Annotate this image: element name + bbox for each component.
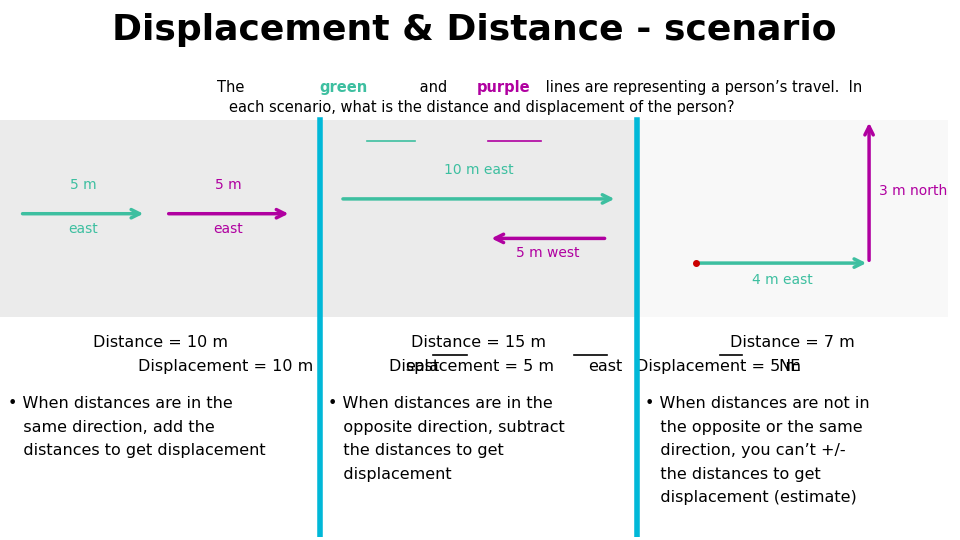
Text: east: east bbox=[405, 359, 440, 374]
Text: 5 m: 5 m bbox=[215, 178, 242, 192]
Text: east: east bbox=[588, 359, 622, 374]
Text: east: east bbox=[214, 221, 244, 235]
Text: purple: purple bbox=[476, 80, 530, 96]
Text: 5 m: 5 m bbox=[70, 178, 96, 192]
Text: Displacement & Distance - scenario: Displacement & Distance - scenario bbox=[111, 14, 836, 48]
Text: The: The bbox=[217, 80, 250, 96]
Text: Distance = 10 m: Distance = 10 m bbox=[93, 335, 228, 350]
Text: Distance = 15 m: Distance = 15 m bbox=[411, 335, 546, 350]
Text: Displacement = 10 m: Displacement = 10 m bbox=[138, 359, 319, 374]
Text: • When distances are not in
   the opposite or the same
   direction, you can’t : • When distances are not in the opposite… bbox=[645, 396, 870, 505]
Text: NE: NE bbox=[779, 359, 801, 374]
Text: Distance = 7 m: Distance = 7 m bbox=[731, 335, 854, 350]
Text: green: green bbox=[320, 80, 368, 96]
Text: • When distances are in the
   same direction, add the
   distances to get displ: • When distances are in the same directi… bbox=[8, 396, 266, 458]
Text: each scenario, what is the distance and displacement of the person?: each scenario, what is the distance and … bbox=[229, 100, 734, 115]
Text: 10 m east: 10 m east bbox=[444, 163, 514, 177]
Text: 5 m west: 5 m west bbox=[516, 246, 580, 260]
Text: 3 m north: 3 m north bbox=[879, 185, 948, 199]
Bar bbox=[0, 120, 637, 318]
Text: 4 m east: 4 m east bbox=[753, 273, 813, 287]
Text: east: east bbox=[68, 221, 98, 235]
Bar bbox=[637, 120, 948, 318]
Text: and: and bbox=[415, 80, 451, 96]
Text: lines are representing a person’s travel.  In: lines are representing a person’s travel… bbox=[540, 80, 862, 96]
Text: • When distances are in the
   opposite direction, subtract
   the distances to : • When distances are in the opposite dir… bbox=[328, 396, 565, 482]
Text: Displacement = 5 m: Displacement = 5 m bbox=[636, 359, 806, 374]
Text: Displacement = 5 m: Displacement = 5 m bbox=[389, 359, 559, 374]
